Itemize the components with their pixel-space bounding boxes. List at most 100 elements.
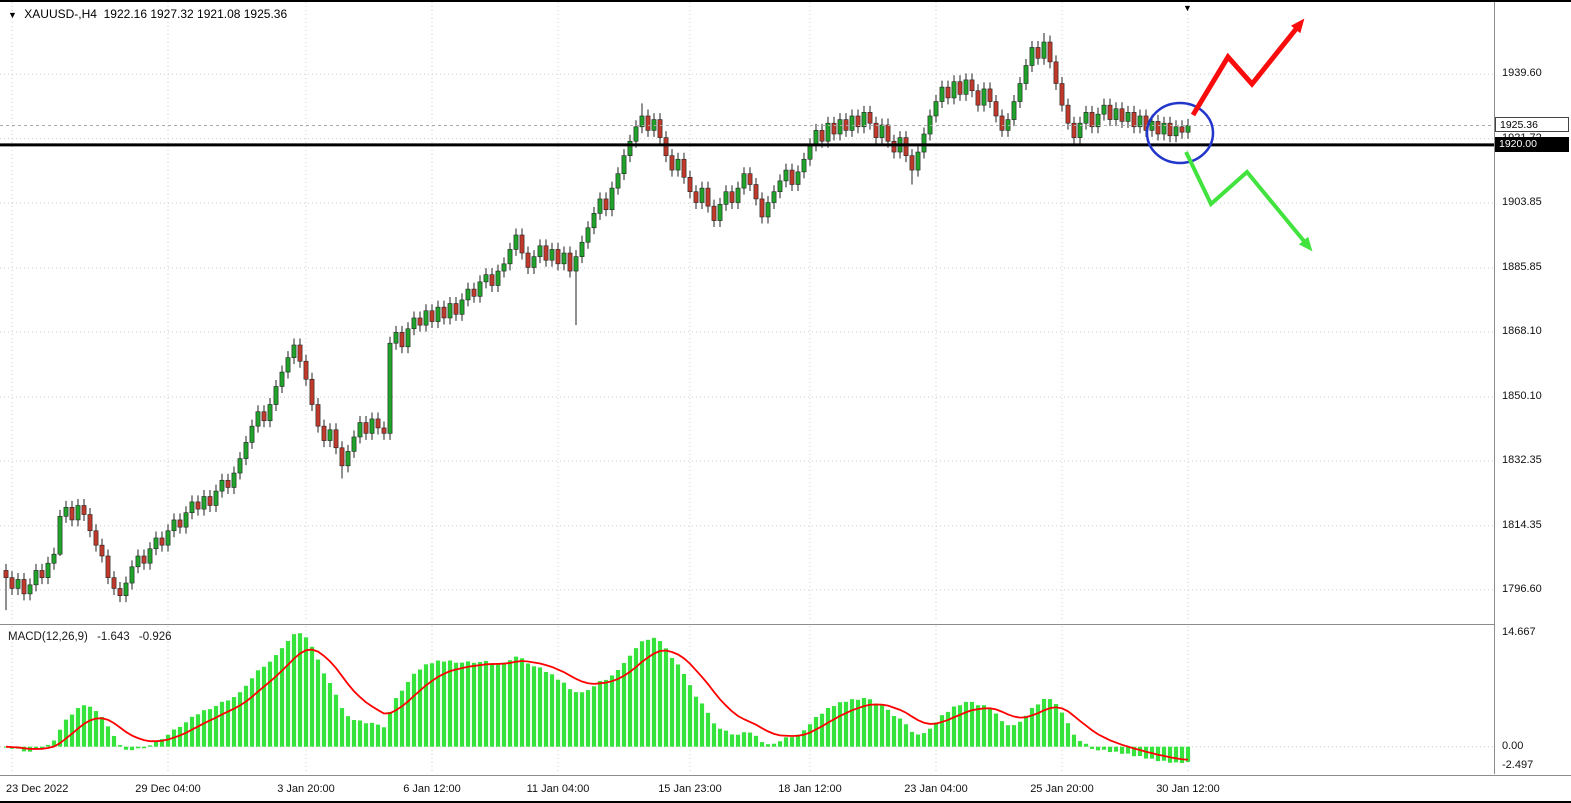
macd-histogram-bar (873, 703, 879, 747)
price-tick-label: 1832.35 (1502, 453, 1542, 466)
candle-body (549, 249, 555, 261)
candle-body (195, 501, 201, 510)
candle-body (921, 133, 927, 153)
candle-body (1179, 126, 1185, 133)
macd-histogram-bar (717, 728, 723, 747)
candle-body (687, 176, 693, 193)
macd-histogram-bar (57, 729, 63, 747)
macd-histogram-bar (393, 698, 399, 747)
macd-histogram-bar (525, 663, 531, 747)
candle-body (285, 357, 291, 373)
candle-body (207, 496, 213, 506)
macd-histogram-bar (501, 662, 507, 747)
candle-body (555, 249, 561, 265)
macd-histogram-bar (807, 724, 813, 747)
macd-histogram-bar (885, 709, 891, 747)
candle-body (261, 411, 267, 422)
price-tick-label: 1868.10 (1502, 325, 1542, 338)
candle-body (1041, 41, 1047, 59)
macd-histogram-bar (357, 720, 363, 747)
candle-body (783, 169, 789, 182)
macd-histogram-bar (1161, 746, 1167, 761)
macd-histogram-bar (345, 716, 351, 747)
macd-histogram-bar (87, 706, 93, 747)
macd-panel-canvas[interactable] (0, 626, 1494, 773)
date-tick-label: 30 Jan 12:00 (1156, 783, 1220, 795)
symbol-period-label: XAUUSD-,H4 (24, 7, 97, 21)
macd-histogram-bar (855, 699, 861, 747)
candle-body (1071, 122, 1077, 138)
price-chart-canvas[interactable] (0, 2, 1494, 622)
highlight-circle[interactable] (1145, 101, 1215, 165)
macd-histogram-bar (51, 740, 57, 747)
bullish-scenario-arrow[interactable] (1190, 18, 1305, 117)
candle-body (975, 90, 981, 106)
candle-body (609, 187, 615, 211)
macd-histogram-bar (1095, 746, 1101, 751)
macd-histogram-bar (399, 690, 405, 747)
bearish-scenario-arrow[interactable] (1184, 151, 1313, 252)
candle-body (429, 310, 435, 322)
macd-histogram-bar (477, 661, 483, 747)
candle-body (747, 173, 753, 185)
macd-histogram-bar (729, 734, 735, 747)
macd-histogram-bar (135, 746, 141, 749)
macd-histogram-bar (951, 706, 957, 747)
candle-body (579, 241, 585, 257)
macd-histogram-bar (33, 746, 39, 750)
date-axis[interactable]: 23 Dec 2022 29 Dec 04:00 3 Jan 20:00 6 Jan … (0, 775, 1571, 801)
candle-body (213, 490, 219, 506)
macd-histogram-bar (123, 746, 129, 750)
candle-body (1155, 121, 1161, 135)
candle-body (645, 115, 651, 131)
macd-histogram-bar (69, 714, 75, 747)
panel-divider[interactable] (0, 624, 1571, 625)
macd-histogram-bar (159, 739, 165, 747)
macd-histogram-bar (297, 633, 303, 747)
chart-menu-triangle-icon[interactable]: ▼ (8, 10, 17, 20)
candle-body (1011, 101, 1017, 120)
date-tick-label: 6 Jan 12:00 (403, 783, 461, 795)
macd-histogram-bar (321, 673, 327, 747)
macd-histogram-bar (1137, 746, 1143, 757)
candle-body (831, 122, 837, 135)
macd-histogram-bar (903, 724, 909, 747)
candle-body (1125, 112, 1131, 122)
macd-histogram-bar (1125, 746, 1131, 754)
date-tick-label: 23 Jan 04:00 (904, 783, 968, 795)
macd-histogram-bar (231, 697, 237, 747)
candle-body (423, 310, 429, 326)
candle-body (81, 505, 87, 515)
candle-body (315, 404, 321, 427)
current-price-tag: 1925.36 (1495, 117, 1569, 133)
macd-histogram-bar (279, 648, 285, 747)
candle-body (759, 198, 765, 218)
macd-histogram-bar (669, 657, 675, 747)
candle-body (27, 584, 33, 595)
candle-body (231, 472, 237, 488)
macd-histogram-bar (837, 702, 843, 747)
candle-body (489, 274, 495, 286)
macd-histogram-bar (129, 746, 135, 751)
macd-histogram-bar (183, 722, 189, 747)
macd-histogram-bar (555, 679, 561, 747)
macd-histogram-bar (1101, 746, 1107, 750)
chart-shift-marker-icon[interactable]: ▼ (1183, 3, 1192, 13)
candle-body (249, 425, 255, 443)
macd-histogram-bar (573, 692, 579, 747)
macd-histogram-bar (189, 716, 195, 747)
macd-histogram-bar (891, 716, 897, 747)
macd-histogram-bar (969, 701, 975, 747)
candle-body (393, 332, 399, 344)
candle-body (117, 588, 123, 596)
macd-histogram-bar (237, 692, 243, 747)
candle-body (267, 404, 273, 422)
macd-histogram-bar (303, 637, 309, 747)
candle-body (825, 122, 831, 142)
macd-histogram-bar (417, 669, 423, 747)
candle-body (63, 507, 69, 517)
candle-body (1101, 104, 1107, 115)
candle-body (717, 204, 723, 221)
macd-tick-label: 0.00 (1502, 739, 1524, 752)
date-tick-label: 25 Jan 20:00 (1030, 783, 1094, 795)
